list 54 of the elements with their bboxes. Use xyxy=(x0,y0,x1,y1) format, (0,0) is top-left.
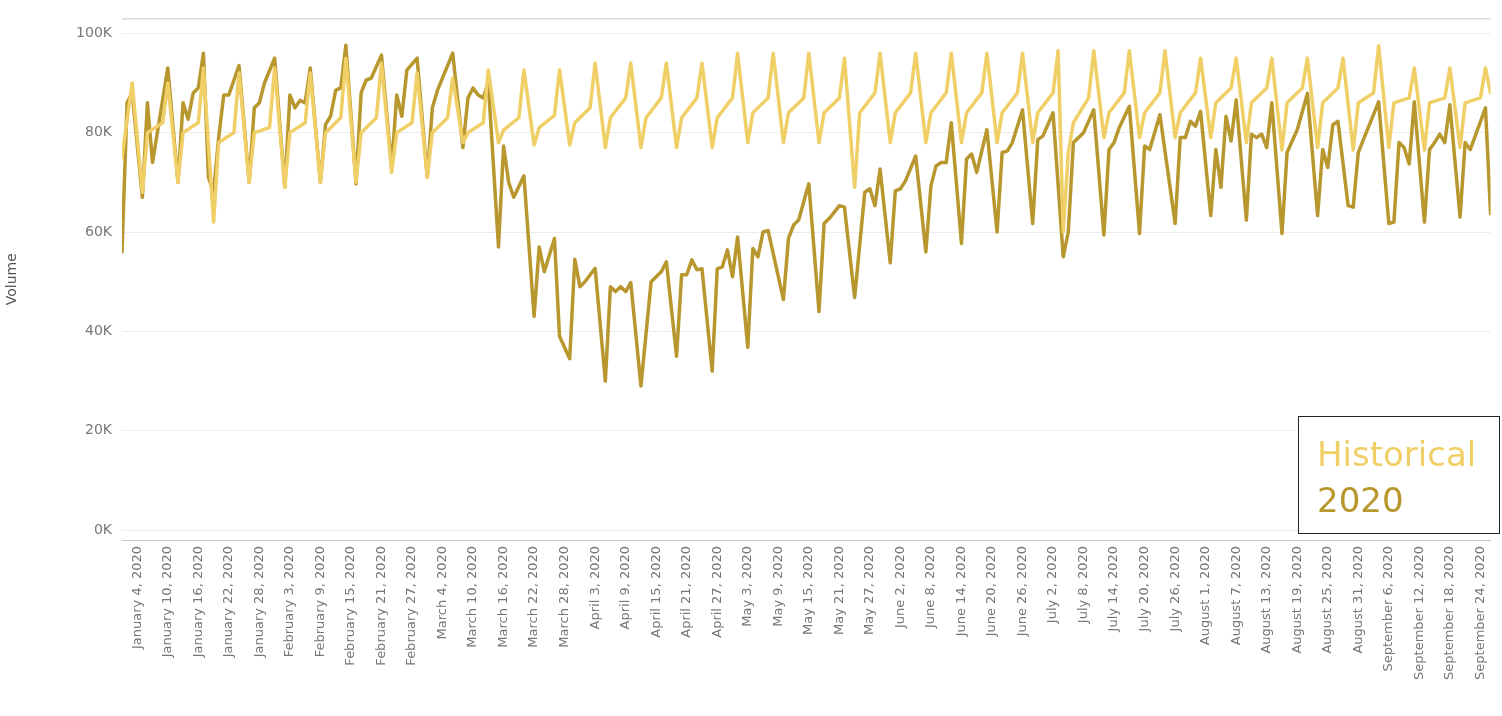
x-tick-label: February 27, 2020 xyxy=(403,546,419,666)
y-tick-label: 100K xyxy=(76,23,113,40)
x-tick-label: September 12, 2020 xyxy=(1410,546,1426,680)
x-tick-label: July 20, 2020 xyxy=(1135,546,1151,633)
x-tick-label: April 3, 2020 xyxy=(586,546,602,630)
y-tick-label: 60K xyxy=(85,222,113,239)
x-tick-label: March 28, 2020 xyxy=(556,546,571,648)
x-tick-label: May 3, 2020 xyxy=(739,546,755,627)
x-tick-label: January 10, 2020 xyxy=(159,546,175,659)
x-tick-label: April 15, 2020 xyxy=(647,546,663,638)
x-tick-label: February 21, 2020 xyxy=(372,546,388,666)
x-tick-label: September 6, 2020 xyxy=(1380,546,1396,672)
x-tick-label: August 19, 2020 xyxy=(1288,546,1304,654)
y-axis-title: Volume xyxy=(3,253,20,306)
x-tick-label: February 3, 2020 xyxy=(281,546,297,658)
x-tick-label: August 1, 2020 xyxy=(1197,546,1213,646)
x-tick-label: April 21, 2020 xyxy=(678,546,694,638)
x-tick-label: March 16, 2020 xyxy=(494,546,510,648)
x-tick-label: June 2, 2020 xyxy=(891,546,907,630)
x-tick-label: August 13, 2020 xyxy=(1258,546,1274,654)
x-tick-label: May 21, 2020 xyxy=(830,546,846,635)
x-tick-label: March 10, 2020 xyxy=(464,546,480,648)
x-tick-label: August 25, 2020 xyxy=(1319,546,1335,654)
x-tick-label: August 7, 2020 xyxy=(1227,546,1243,646)
x-tick-label: January 28, 2020 xyxy=(250,546,266,659)
x-tick-label: June 26, 2020 xyxy=(1013,546,1029,638)
y-tick-label: 0K xyxy=(93,520,113,537)
text: Historical xyxy=(1317,433,1478,476)
x-tick-label: May 9, 2020 xyxy=(769,546,785,627)
x-tick-label: July 14, 2020 xyxy=(1105,546,1121,633)
x-tick-label: September 24, 2020 xyxy=(1471,546,1487,680)
y-tick-label: 80K xyxy=(85,123,113,140)
x-tick-label: September 18, 2020 xyxy=(1441,546,1457,680)
x-tick-label: March 4, 2020 xyxy=(433,546,449,640)
x-tick-label: January 22, 2020 xyxy=(220,546,236,659)
x-tick-label: April 27, 2020 xyxy=(708,546,724,638)
x-tick-label: July 8, 2020 xyxy=(1074,546,1090,625)
x-tick-label: August 31, 2020 xyxy=(1349,546,1365,654)
x-tick-label: July 2, 2020 xyxy=(1044,546,1060,625)
y-tick-label: 20K xyxy=(85,421,113,438)
x-tick-label: January 16, 2020 xyxy=(189,546,205,659)
x-tick-label: February 15, 2020 xyxy=(342,546,358,666)
x-tick-label: July 26, 2020 xyxy=(1166,546,1182,633)
x-tick-label: June 20, 2020 xyxy=(983,546,999,638)
text: 2020 xyxy=(1317,479,1405,522)
x-tick-label: June 8, 2020 xyxy=(922,546,938,630)
x-tick-label: April 9, 2020 xyxy=(617,546,633,630)
y-tick-label: 40K xyxy=(85,322,113,338)
x-tick-label: June 14, 2020 xyxy=(952,546,968,638)
x-tick-label: May 15, 2020 xyxy=(800,546,816,635)
x-tick-label: March 22, 2020 xyxy=(525,546,541,648)
x-tick-label: February 9, 2020 xyxy=(311,546,327,658)
x-tick-label: January 4, 2020 xyxy=(128,546,144,651)
x-tick-label: May 27, 2020 xyxy=(861,546,877,635)
